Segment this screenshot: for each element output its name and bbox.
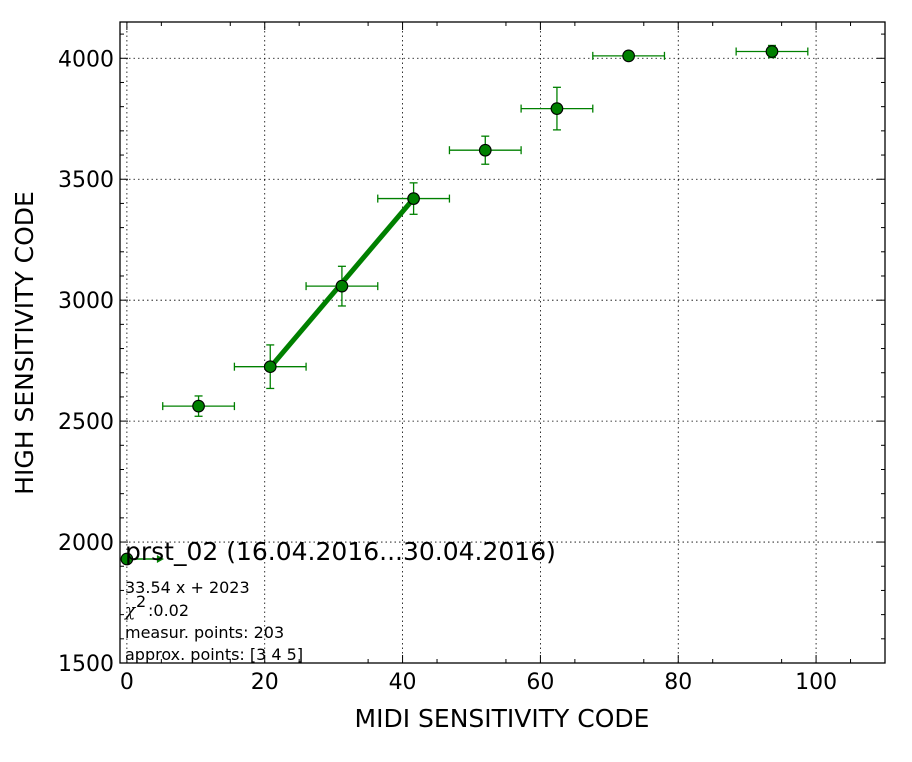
chi-square-exponent: 2: [136, 592, 146, 611]
x-tick-label: 0: [120, 670, 134, 695]
x-tick-label: 60: [526, 670, 554, 695]
grid: [120, 22, 885, 663]
points-layer: [162, 44, 809, 417]
minor-ticks: [120, 22, 885, 664]
data-point: [592, 49, 666, 63]
y-tick-label: 3500: [58, 168, 114, 193]
x-tick-labels: 0 20 40 60 80 100: [120, 670, 837, 695]
data-point: [448, 135, 522, 165]
data-point: [377, 182, 451, 215]
y-tick-label: 2500: [58, 410, 114, 435]
point-marker: [407, 192, 420, 205]
point-marker: [765, 45, 779, 58]
legend-marker-layer: [120, 552, 164, 566]
point-marker: [335, 279, 349, 293]
x-tick-label: 20: [251, 670, 279, 695]
y-tick-label: 4000: [58, 47, 114, 72]
annotation-title: prst_02 (16.04.2016...30.04.2016): [125, 537, 556, 566]
y-tick-label: 3000: [58, 289, 114, 314]
plot-frame: [119, 21, 886, 664]
chi-square-value: :0.02: [148, 601, 189, 620]
data-point: [162, 395, 236, 417]
approximation-points: approx. points: [3 4 5]: [125, 645, 303, 664]
data-point: [233, 344, 307, 390]
y-tick-labels: 1500 2000 2500 3000 3500 4000: [58, 47, 114, 677]
point-marker: [550, 102, 564, 115]
legend-marker: [120, 552, 164, 566]
y-axis-title: HIGH SENSITIVITY CODE: [10, 191, 39, 495]
data-point: [520, 86, 594, 131]
x-tick-label: 40: [389, 670, 417, 695]
x-tick-label: 80: [664, 670, 692, 695]
chi-square-symbol: χ: [124, 601, 137, 621]
legend-marker-arrowhead: [156, 554, 164, 563]
annotation-block: prst_02 (16.04.2016...30.04.2016) 33.54 …: [124, 537, 556, 664]
point-marker: [622, 49, 635, 63]
legend-marker-point: [120, 552, 134, 566]
x-axis-title: MIDI SENSITIVITY CODE: [355, 704, 650, 733]
point-marker: [192, 399, 205, 413]
data-point: [735, 44, 809, 59]
y-tick-label: 2000: [58, 531, 114, 556]
fit-equation: 33.54 x + 2023: [125, 578, 250, 597]
point-marker: [478, 143, 492, 157]
measurement-points: measur. points: 203: [125, 623, 284, 642]
plot-background: [120, 22, 885, 663]
data-point: [305, 265, 379, 307]
x-tick-label: 100: [795, 670, 837, 695]
point-marker: [263, 360, 277, 374]
y-tick-label: 1500: [58, 652, 114, 677]
